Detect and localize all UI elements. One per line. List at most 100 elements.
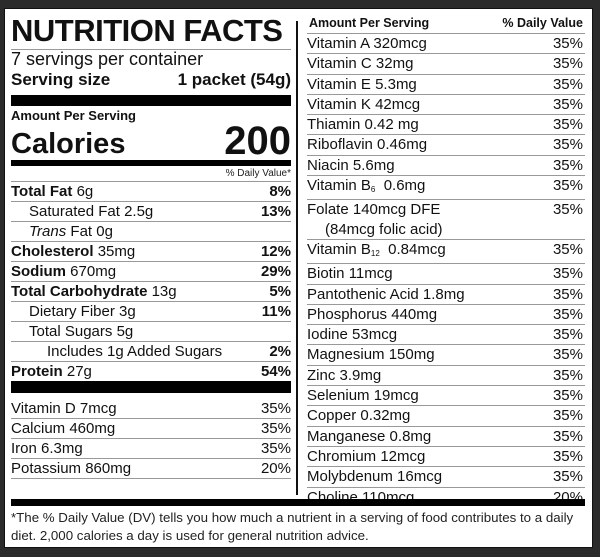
vitamin-row: Vitamin B6 0.6mg 35% — [307, 176, 585, 201]
nutrient-amount: Fat 0g — [70, 223, 113, 240]
calories-value: 200 — [224, 119, 291, 163]
vitamin-name: Thiamin 0.42 mg — [307, 116, 419, 134]
vitamin-name: Riboflavin 0.46mg — [307, 136, 428, 154]
nutrient-row-total-fat: Total Fat 6g 8% — [11, 181, 291, 201]
servings-per-container: 7 servings per container — [11, 49, 204, 69]
serving-size-value: 1 packet (54g) — [177, 70, 291, 89]
vitamin-name: Calcium 460mg — [11, 420, 116, 437]
vitamin-name: Magnesium 150mg — [307, 346, 435, 364]
thick-divider — [11, 381, 291, 393]
vitamin-dv: 35% — [552, 265, 583, 283]
vitamin-dv: 35% — [260, 420, 291, 437]
nutrient-amount: 3g — [119, 303, 136, 320]
nutrient-amount: 5g — [116, 323, 134, 340]
vitamin-dv: 35% — [552, 346, 583, 364]
amount-per-serving: Amount Per Serving — [11, 108, 136, 123]
vitamin-dv: 35% — [552, 201, 583, 219]
vitamin-name: Vitamin C 32mg — [307, 55, 414, 73]
vitamin-name: Vitamin K 42mcg — [307, 95, 421, 113]
vitamin-row: Riboflavin 0.46mg 35% — [307, 135, 585, 156]
vitamin-dv: 35% — [552, 136, 583, 154]
nutrient-name: Total Sugars — [29, 323, 113, 340]
vitamin-dv: 35% — [260, 400, 291, 417]
thick-divider — [11, 95, 291, 106]
left-panel: NUTRITION FACTS 7 servings per container… — [11, 9, 291, 479]
nutrient-dv: 8% — [269, 183, 291, 200]
vitamin-name: Folate 140mcg DFE (84mcg folic acid) — [307, 200, 443, 239]
right-header-amount: Amount Per Serving — [309, 16, 430, 30]
vitamin-name: Zinc 3.9mg — [307, 366, 382, 384]
vitamin-row: Vitamin B12 0.84mcg 35% — [307, 240, 585, 265]
right-header: Amount Per Serving % Daily Value — [307, 13, 585, 34]
vitamin-dv: 35% — [552, 55, 583, 73]
vitamin-amount: 0.84mcg — [379, 240, 446, 258]
vitamin-name-base: Vitamin B — [307, 177, 371, 195]
vitamin-name: Vitamin A 320mcg — [307, 35, 427, 52]
vitamin-name-line1: Folate 140mcg DFE — [307, 201, 441, 219]
vitamin-row: Selenium 19mcg 35% — [307, 386, 585, 407]
subscript: 12 — [370, 248, 380, 258]
vitamin-dv: 35% — [260, 440, 291, 457]
vitamin-row: Calcium 460mg 35% — [11, 418, 291, 438]
vitamin-row: Vitamin K 42mcg 35% — [307, 95, 585, 116]
daily-value-header: % Daily Value* — [225, 168, 291, 179]
vitamin-row: Molybdenum 16mcg 35% — [307, 467, 585, 488]
nutrient-name: Includes 1g Added Sugars — [47, 343, 223, 360]
vitamin-name: Vitamin E 5.3mg — [307, 75, 417, 93]
vitamin-row: Vitamin D 7mcg 35% — [11, 399, 291, 418]
nutrient-row-added-sugars: Includes 1g Added Sugars 2% — [11, 341, 291, 361]
vitamin-dv: 35% — [552, 156, 583, 174]
nutrient-row-sodium: Sodium 670mg 29% — [11, 261, 291, 281]
vitamin-dv: 35% — [552, 427, 583, 445]
vitamin-name: Vitamin D 7mcg — [11, 400, 117, 417]
nutrient-name: Trans — [29, 223, 67, 240]
subscript: 6 — [370, 185, 376, 195]
nutrient-dv: 54% — [260, 363, 291, 380]
vitamin-row: Manganese 0.8mg 35% — [307, 427, 585, 447]
divider — [11, 49, 291, 50]
vitamin-name: Copper 0.32mg — [307, 407, 411, 425]
nutrient-dv: 2% — [269, 343, 291, 360]
vitamin-dv: 35% — [552, 305, 583, 323]
nutrient-dv: 12% — [260, 243, 291, 260]
vitamin-name: Manganese 0.8mg — [307, 427, 432, 445]
vitamin-dv: 35% — [552, 468, 583, 486]
vitamin-dv: 35% — [552, 447, 583, 465]
vitamin-dv: 20% — [260, 460, 291, 477]
vitamin-row: Vitamin E 5.3mg 35% — [307, 75, 585, 95]
nutrient-amount: 6g — [76, 183, 94, 200]
vitamin-name: Iodine 53mcg — [307, 326, 398, 344]
nutrient-dv: 11% — [261, 303, 291, 320]
vitamin-name: Phosphorus 440mg — [307, 305, 438, 323]
nutrition-label: NUTRITION FACTS 7 servings per container… — [4, 8, 593, 548]
vitamin-dv: 35% — [552, 240, 583, 258]
vitamin-name: Iron 6.3mg — [11, 440, 83, 457]
vitamin-dv: 35% — [552, 387, 583, 405]
nutrient-amount: 27g — [66, 363, 92, 380]
vitamin-name: Pantothenic Acid 1.8mg — [307, 285, 465, 303]
vitamin-row: Zinc 3.9mg 35% — [307, 366, 585, 387]
calories-row: Calories 200 — [11, 119, 291, 163]
nutrient-amount: 2.5g — [124, 203, 154, 220]
bottom-thick-divider — [11, 499, 585, 506]
vitamin-dv: 35% — [552, 407, 583, 425]
vitamin-name-base: Vitamin B — [307, 240, 371, 258]
nutrient-row-cholesterol: Cholesterol 35mg 12% — [11, 241, 291, 261]
nutrient-amount: 13g — [151, 283, 177, 300]
nutrient-dv: 5% — [269, 283, 291, 300]
vitamin-row: Iron 6.3mg 35% — [11, 438, 291, 458]
footnote: *The % Daily Value (DV) tells you how mu… — [11, 510, 574, 543]
nutrient-name: Dietary Fiber — [29, 303, 115, 320]
vitamin-row: Chromium 12mcg 35% — [307, 447, 585, 468]
nutrient-name: Total Fat — [11, 183, 73, 200]
left-vitamins-list: Vitamin D 7mcg 35% Calcium 460mg 35% Iron … — [11, 399, 291, 479]
vitamin-row: Vitamin C 32mg 35% — [307, 54, 585, 75]
vitamin-name: Niacin 5.6mg — [307, 156, 395, 174]
vitamin-name: Molybdenum 16mcg — [307, 468, 443, 486]
vitamin-name: Chromium 12mcg — [307, 447, 426, 465]
nutrient-name: Cholesterol — [11, 243, 94, 260]
vitamin-dv: 35% — [552, 35, 583, 52]
nutrient-name: Total Carbohydrate — [11, 283, 148, 300]
vitamin-name: Potassium 860mg — [11, 460, 132, 477]
vitamin-row: Copper 0.32mg 35% — [307, 406, 585, 427]
